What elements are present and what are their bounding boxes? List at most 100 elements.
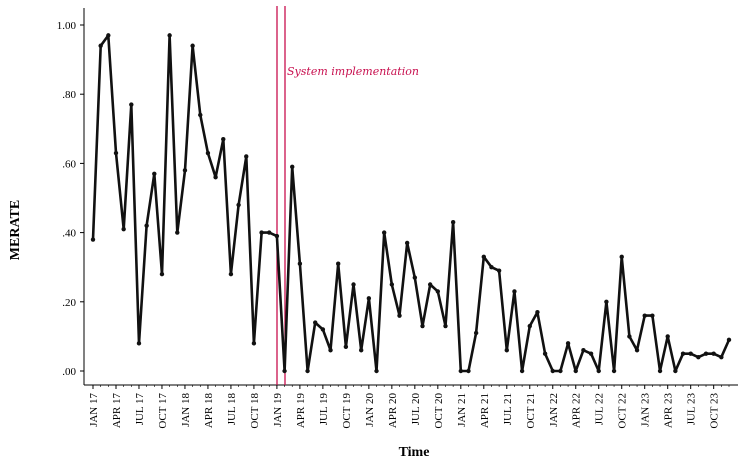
data-point [680,351,686,356]
x-ticks: JAN 17 APR 17 JUL 17 OCT 17 JAN 18 APR 18 JUL … [88,385,730,429]
data-point [175,230,180,235]
data-point [267,230,272,235]
data-point [366,296,372,301]
data-point [297,261,303,266]
x-tick-label: JUL 20 [410,393,422,426]
data-point [190,43,195,48]
data-point [274,233,280,239]
data-point [634,348,640,353]
data-point [236,202,241,208]
data-point [282,368,287,374]
data-point [305,368,310,374]
data-point [473,330,479,336]
data-point [381,230,387,235]
data-point [290,164,295,170]
x-tick-label: OCT 21 [525,393,537,429]
data-point [336,261,341,266]
data-point [351,282,356,287]
data-point [450,220,456,225]
x-tick-label: APR 21 [479,393,491,428]
data-point [489,265,494,270]
data-point [106,33,111,38]
data-point [167,33,172,38]
data-point [198,112,203,118]
data-point [657,368,663,374]
data-point [205,150,211,156]
data-point [144,223,149,228]
x-tick-label: APR 17 [111,393,123,429]
x-tick-label: JAN 21 [456,393,468,427]
data-point [221,136,226,142]
y-tick-label: .00 [62,366,76,378]
data-point [374,368,379,374]
data-point [550,368,555,374]
data-point [213,175,218,180]
data-point [320,327,326,332]
x-tick-label: APR 19 [295,393,307,429]
data-point [527,323,532,329]
data-point [343,344,349,349]
y-ticks: .00 .20 .40 .60 .80 1.00 [57,20,84,378]
x-tick-label: OCT 23 [709,393,721,429]
data-point [496,268,502,273]
x-tick-label: JAN 19 [272,393,284,427]
data-point [458,368,464,374]
x-tick-label: OCT 18 [249,393,261,429]
data-point [573,368,578,374]
data-point [389,282,395,287]
data-point [542,351,548,356]
data-point [611,368,617,374]
x-tick-label: JUL 21 [502,393,514,425]
x-tick-label: JUL 18 [226,393,238,426]
data-point [650,313,655,318]
data-point [228,271,234,277]
y-tick-label: .20 [62,297,76,309]
data-point [420,323,425,329]
x-tick-label: JAN 17 [88,393,100,427]
data-point [136,341,142,346]
data-point [404,240,410,246]
data-point [98,43,103,48]
y-tick-label: .60 [62,158,76,170]
data-point [113,150,119,156]
data-point [519,368,525,374]
data-point [159,271,165,277]
data-point [443,323,448,329]
data-point [313,320,318,325]
x-tick-label: APR 20 [387,393,399,429]
data-point [182,168,188,173]
annotation-group: System implementation [276,6,419,385]
x-tick-label: JAN 23 [640,393,652,427]
data-point [596,368,601,374]
data-point [558,368,563,374]
data-point [244,154,249,159]
plot-frame [83,8,738,386]
x-tick-label: APR 23 [663,393,675,429]
data-point [703,351,709,356]
data-point [358,348,364,353]
x-axis-title: Time [399,445,430,460]
data-point [673,368,678,374]
data-point [397,313,402,318]
data-point [696,354,701,360]
y-tick-label: 1.00 [57,20,77,32]
series-line [91,34,731,373]
x-tick-label: JUL 22 [594,393,606,425]
data-point [565,341,571,346]
series-group [90,33,732,374]
data-point [129,102,134,107]
y-tick-label: .80 [62,89,76,101]
x-tick-label: APR 18 [203,393,215,429]
data-point [466,368,471,374]
x-tick-label: OCT 22 [617,393,629,429]
data-point [665,334,670,339]
x-tick-label: OCT 19 [341,393,353,429]
data-point [328,348,333,353]
data-point [504,348,509,353]
x-tick-label: OCT 20 [433,393,445,429]
data-point [688,351,693,356]
y-tick-label: .40 [62,228,76,240]
data-point [512,289,517,294]
data-point [627,334,632,339]
